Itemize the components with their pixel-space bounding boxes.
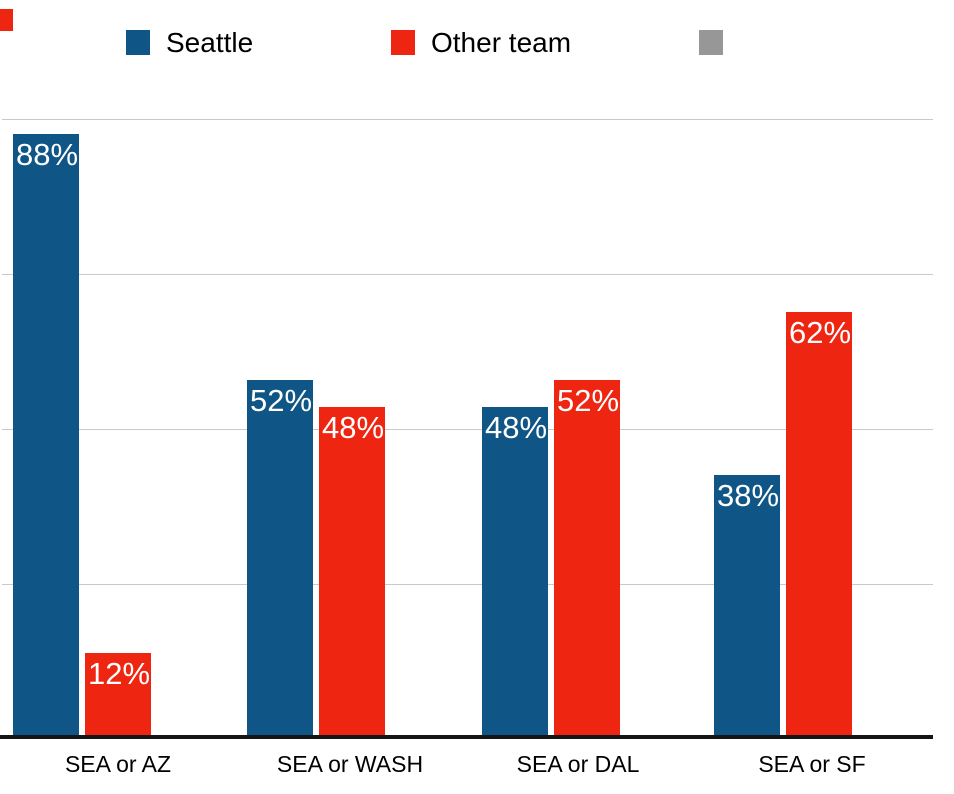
legend-label-other-team: Other team	[431, 27, 572, 58]
gridline	[2, 429, 933, 430]
legend-item-unlabeled	[699, 30, 739, 55]
bar-value-label: 48%	[322, 410, 385, 444]
legend-item-seattle: Seattle	[126, 27, 254, 58]
bar-seattle-sea-or-wash: 52%	[247, 380, 313, 735]
bar-other-team-sea-or-az: 12%	[85, 653, 151, 735]
legend-item-other-team: Other team	[391, 27, 572, 58]
bar-other-team-sea-or-wash: 48%	[319, 407, 385, 735]
x-axis-label-sea-or-dal: SEA or DAL	[516, 751, 640, 777]
x-axis-label-sea-or-sf: SEA or SF	[758, 751, 866, 777]
legend-swatch-other-team	[391, 30, 415, 55]
x-axis-label-sea-or-wash: SEA or WASH	[276, 751, 424, 777]
x-axis-label-sea-or-az: SEA or AZ	[64, 751, 172, 777]
bar-value-label: 38%	[717, 478, 780, 512]
bar-seattle-sea-or-sf: 38%	[714, 475, 780, 735]
bar-value-label: 52%	[557, 383, 620, 417]
bar-seattle-sea-or-az: 88%	[13, 134, 79, 735]
legend-swatch-unlabeled	[699, 30, 723, 55]
bar-other-team-sea-or-sf: 62%	[786, 312, 852, 735]
x-axis-line	[0, 735, 933, 739]
bar-value-label: 48%	[485, 410, 548, 444]
gridline	[2, 584, 933, 585]
legend-swatch-seattle	[126, 30, 150, 55]
bar-value-label: 62%	[789, 315, 852, 349]
bar-value-label: 12%	[88, 656, 151, 690]
gridline	[2, 119, 933, 120]
bar-seattle-sea-or-dal: 48%	[482, 407, 548, 735]
gridline	[2, 274, 933, 275]
stray-red-swatch	[0, 9, 13, 31]
legend-label-seattle: Seattle	[166, 27, 254, 58]
bar-other-team-sea-or-dal: 52%	[554, 380, 620, 735]
legend: Seattle Other team	[0, 0, 954, 70]
bar-value-label: 88%	[16, 137, 79, 171]
bar-value-label: 52%	[250, 383, 313, 417]
